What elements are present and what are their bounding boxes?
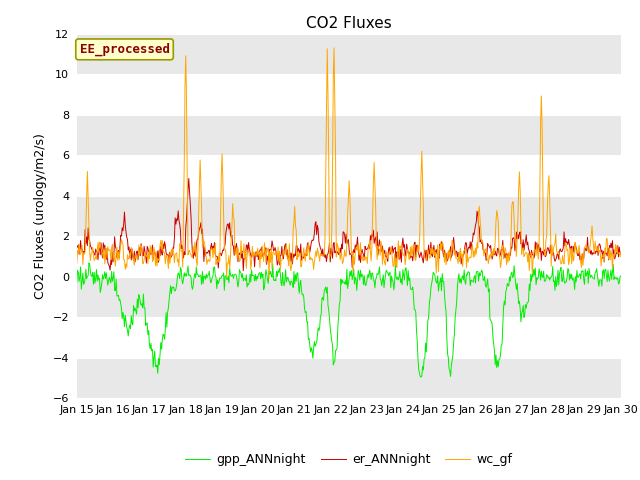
gpp_ANNnight (416, 371, 424, 376)
er_ANNnight (617, 251, 625, 257)
wc_gf (73, 261, 81, 266)
gpp_ANNnight (73, 279, 81, 285)
er_ANNnight (417, 252, 424, 257)
Title: CO2 Fluxes: CO2 Fluxes (306, 16, 392, 31)
Bar (77, 358, 621, 398)
er_ANNnight (223, 221, 231, 227)
Bar (77, 196, 621, 236)
wc_gf (433, 270, 440, 276)
wc_gf (139, 261, 147, 266)
gpp_ANNnight (617, 273, 625, 279)
gpp_ANNnight (85, 260, 93, 266)
wc_gf (617, 249, 625, 255)
er_ANNnight (73, 243, 81, 249)
Bar (77, 277, 621, 317)
Line: gpp_ANNnight: gpp_ANNnight (77, 263, 621, 377)
Line: er_ANNnight: er_ANNnight (77, 179, 621, 271)
gpp_ANNnight (417, 374, 425, 380)
wc_gf (194, 247, 202, 253)
er_ANNnight (239, 268, 247, 274)
wc_gf (417, 207, 424, 213)
er_ANNnight (433, 247, 440, 252)
wc_gf (330, 45, 338, 51)
Legend: gpp_ANNnight, er_ANNnight, wc_gf: gpp_ANNnight, er_ANNnight, wc_gf (180, 448, 518, 471)
wc_gf (223, 275, 230, 280)
wc_gf (83, 201, 90, 206)
gpp_ANNnight (140, 291, 147, 297)
er_ANNnight (195, 230, 202, 236)
Line: wc_gf: wc_gf (77, 48, 621, 279)
gpp_ANNnight (223, 277, 231, 283)
gpp_ANNnight (195, 274, 202, 279)
Bar (77, 34, 621, 74)
gpp_ANNnight (433, 279, 440, 285)
er_ANNnight (83, 234, 90, 240)
Y-axis label: CO2 Fluxes (urology/m2/s): CO2 Fluxes (urology/m2/s) (34, 133, 47, 299)
gpp_ANNnight (83, 276, 90, 281)
er_ANNnight (139, 253, 147, 259)
wc_gf (265, 276, 273, 282)
er_ANNnight (185, 176, 193, 181)
Text: EE_processed: EE_processed (79, 43, 170, 56)
Bar (77, 115, 621, 155)
